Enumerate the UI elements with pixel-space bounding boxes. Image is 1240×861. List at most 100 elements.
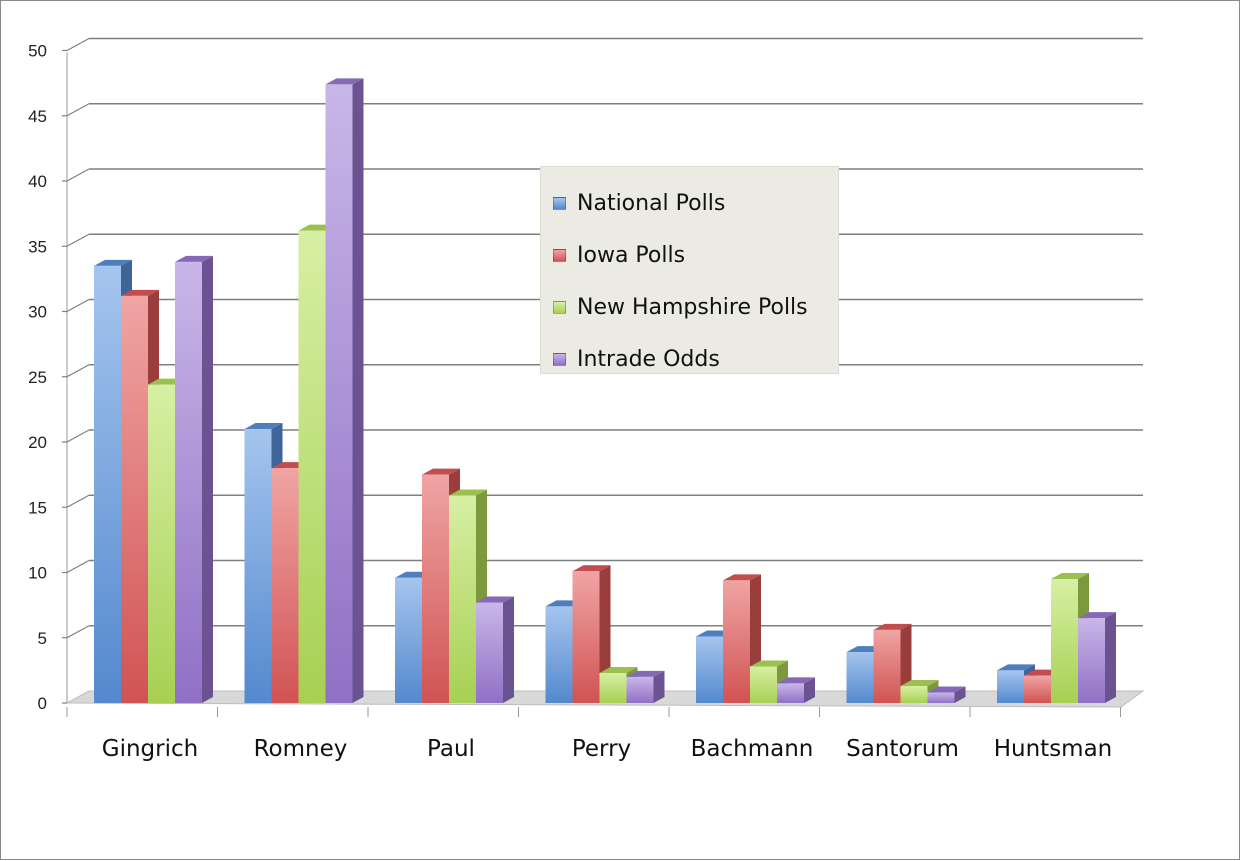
bar-front [1024, 675, 1051, 703]
y-tick-label: 0 [38, 694, 47, 713]
bar-top [476, 596, 514, 603]
bar-front [572, 571, 600, 703]
y-tick-label: 40 [28, 172, 47, 191]
bar-front [1051, 579, 1078, 703]
bar-top [723, 574, 761, 581]
gridline-depth [66, 37, 90, 52]
gridline-depth [66, 103, 90, 117]
bar-side [653, 670, 665, 703]
legend-label: National Polls [577, 190, 726, 216]
x-tick-label: Paul [427, 736, 475, 762]
bar-front [422, 474, 449, 703]
bar-front [900, 686, 928, 703]
x-tick-label: Gingrich [102, 736, 198, 762]
y-tick-label: 15 [28, 498, 47, 517]
bar-front [325, 84, 353, 704]
bar-top [94, 259, 132, 266]
y-axis-labels: 0 5 10 15 20 25 30 35 40 45 50 [28, 42, 47, 714]
legend-item: Intrade Odds [541, 333, 838, 385]
y-tick-label: 30 [28, 303, 47, 322]
gridline-depth [66, 298, 90, 313]
bar-top [572, 565, 611, 572]
bar-front [545, 606, 573, 703]
bar-front [750, 666, 777, 703]
bar-side [804, 677, 815, 703]
bar-front [244, 428, 272, 703]
bar-top [422, 468, 460, 475]
x-axis-labels: Gingrich Romney Paul Perry Bachmann Santorum H… [102, 736, 1113, 762]
gridline-depth [66, 233, 90, 247]
y-tick-label: 5 [38, 629, 47, 648]
legend: National Polls Iowa Polls New Hampshire … [540, 166, 839, 374]
bar-front [1078, 618, 1105, 703]
gridline-depth [66, 364, 90, 378]
y-tick-label: 10 [28, 564, 47, 583]
legend-swatch-intrade [553, 352, 566, 366]
gridline-depth [66, 168, 90, 182]
bar-top [1051, 573, 1089, 580]
bar-top [927, 686, 966, 693]
bars [94, 78, 1116, 704]
y-tick-label: 35 [28, 237, 47, 256]
bar [1078, 612, 1116, 703]
legend-swatch-new-hampshire [553, 300, 566, 314]
bar-front [395, 577, 422, 703]
bar-top [175, 255, 213, 262]
bar-front [997, 670, 1024, 703]
bar [175, 255, 213, 703]
x-tick-label: Perry [572, 736, 631, 762]
bar-front [148, 384, 175, 703]
bar-top [449, 489, 487, 496]
legend-item: New Hampshire Polls [541, 281, 838, 333]
bar-front [777, 683, 804, 703]
bar-top [599, 666, 638, 673]
bar-side [954, 686, 966, 703]
bar-front [626, 676, 654, 703]
bar-front [696, 636, 723, 703]
bar-front [723, 580, 750, 703]
bar-front [873, 629, 901, 703]
y-tick-label: 20 [28, 433, 47, 452]
legend-label: Intrade Odds [577, 346, 720, 372]
bar-front [449, 495, 476, 703]
bar-top [873, 623, 912, 630]
gridline-depth [66, 625, 90, 639]
bar-side [1105, 612, 1116, 703]
bar-top [626, 670, 665, 677]
bar [325, 78, 364, 704]
bar-front [599, 672, 627, 703]
bar-side [352, 78, 364, 704]
legend-swatch-iowa [553, 248, 566, 262]
bar-front [846, 652, 874, 703]
x-tick-label: Bachmann [691, 736, 814, 762]
x-tick-label: Huntsman [994, 736, 1113, 762]
legend-swatch-national [553, 196, 566, 210]
legend-label: Iowa Polls [577, 242, 686, 268]
gridline-depth [66, 494, 90, 508]
bar-side [503, 596, 514, 703]
bar-front [94, 265, 121, 703]
legend-item: Iowa Polls [541, 229, 838, 281]
y-tick-label: 45 [28, 107, 47, 126]
bar-front [121, 295, 148, 703]
bar [873, 623, 912, 703]
bar [626, 670, 665, 703]
bar [927, 686, 966, 703]
y-tick-label: 25 [28, 368, 47, 387]
bar-top [325, 78, 364, 85]
bar-top [121, 289, 159, 296]
bar-top [777, 677, 815, 684]
bar-top [750, 660, 788, 667]
bar-top [900, 680, 939, 687]
legend-label: New Hampshire Polls [577, 294, 808, 320]
bar-side [202, 255, 213, 703]
bar-top [1078, 612, 1116, 619]
bar-front [271, 468, 299, 703]
x-tick-label: Santorum [846, 736, 959, 762]
bar-top [997, 664, 1035, 671]
bar-front [476, 602, 503, 703]
bar-front [175, 261, 202, 703]
y-tick-label: 50 [28, 42, 47, 61]
legend-item: National Polls [541, 177, 838, 229]
